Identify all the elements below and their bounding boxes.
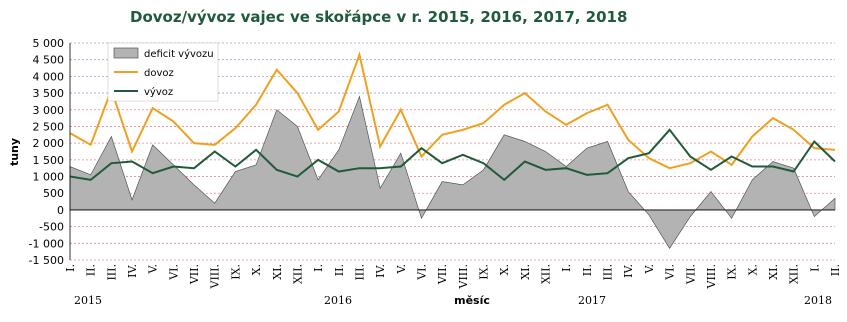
- x-tick-label: V.: [643, 264, 656, 275]
- x-tick-label: I.: [64, 264, 77, 272]
- series-line: [69, 51, 836, 170]
- y-tick-label: 5 000: [33, 37, 65, 50]
- x-tick-label: XII.: [540, 264, 553, 284]
- x-tick-label: I.: [560, 264, 573, 272]
- x-tick-label: II.: [333, 264, 346, 276]
- series-line: [69, 128, 836, 182]
- x-tick-label: VIII.: [705, 264, 718, 289]
- legend: deficit vývozu dovoz vývoz: [107, 42, 219, 102]
- y-tick-label: -1 500: [29, 254, 64, 267]
- y-tick-label: 0: [57, 204, 64, 217]
- x-tick-label: V.: [147, 264, 160, 275]
- y-tick-label: 3 500: [33, 87, 65, 100]
- x-tick-label: III.: [602, 264, 615, 281]
- y-tick-label: 4 000: [33, 70, 65, 83]
- x-tick-label: II.: [829, 264, 842, 276]
- legend-label: deficit vývozu: [144, 48, 214, 60]
- x-tick-label: II.: [581, 264, 594, 276]
- x-tick-label: IV.: [374, 264, 387, 278]
- y-tick-label: -500: [39, 221, 64, 234]
- x-tick-label: VIII.: [457, 264, 470, 289]
- y-tick-label: 1 000: [33, 171, 65, 184]
- x-tick-label: III.: [353, 264, 366, 281]
- x-tick-label: I.: [808, 264, 821, 272]
- x-tick-label: VIII.: [209, 264, 222, 289]
- x-tick-label: VI.: [415, 264, 428, 281]
- x-tick-label: XII.: [291, 264, 304, 284]
- y-tick-label: 1 500: [33, 154, 65, 167]
- x-tick-label: V.: [395, 264, 408, 275]
- x-tick-label: VI.: [664, 264, 677, 281]
- x-tick-label: VII.: [436, 264, 449, 285]
- y-tick-label: -1 000: [29, 237, 64, 250]
- x-tick-label: X.: [250, 264, 263, 275]
- x-tick-label: VI.: [167, 264, 180, 281]
- x-tick-label: III.: [105, 264, 118, 281]
- x-tick-label: XI.: [767, 264, 780, 280]
- legend-label: dovoz: [144, 68, 174, 79]
- x-tick-label: VII.: [684, 264, 697, 285]
- chart-title: Dovoz/vývoz vajec ve skořápce v r. 2015,…: [130, 8, 627, 26]
- x-tick-label: IV.: [126, 264, 139, 278]
- x-tick-label: X.: [746, 264, 759, 275]
- deficit-area: [69, 95, 836, 249]
- y-tick-label: 2 000: [33, 137, 65, 150]
- x-tick-label: X.: [498, 264, 511, 275]
- year-label: 2017: [578, 294, 606, 307]
- y-tick-label: 2 500: [33, 120, 65, 133]
- x-tick-label: II.: [85, 264, 98, 276]
- y-tick-label: 500: [43, 187, 64, 200]
- x-tick-label: IV.: [622, 264, 635, 278]
- x-tick-label: XI.: [271, 264, 284, 280]
- x-tick-label: VII.: [188, 264, 201, 285]
- y-axis-label: tuny: [8, 138, 21, 166]
- x-tick-label: XII.: [788, 264, 801, 284]
- x-axis-label: měsíc: [454, 294, 490, 307]
- year-label: 2015: [74, 294, 102, 307]
- legend-swatch: [113, 47, 139, 59]
- year-label: 2018: [804, 294, 832, 307]
- x-tick-label: IX.: [478, 264, 491, 280]
- y-tick-label: 3 000: [33, 104, 65, 117]
- x-tick-label: XI.: [519, 264, 532, 280]
- y-tick-label: 4 500: [33, 54, 65, 67]
- x-tick-label: IX.: [229, 264, 242, 280]
- x-tick-label: I.: [312, 264, 325, 272]
- x-tick-label: IX.: [726, 264, 739, 280]
- year-label: 2016: [324, 294, 352, 307]
- legend-label: vývoz: [144, 86, 173, 98]
